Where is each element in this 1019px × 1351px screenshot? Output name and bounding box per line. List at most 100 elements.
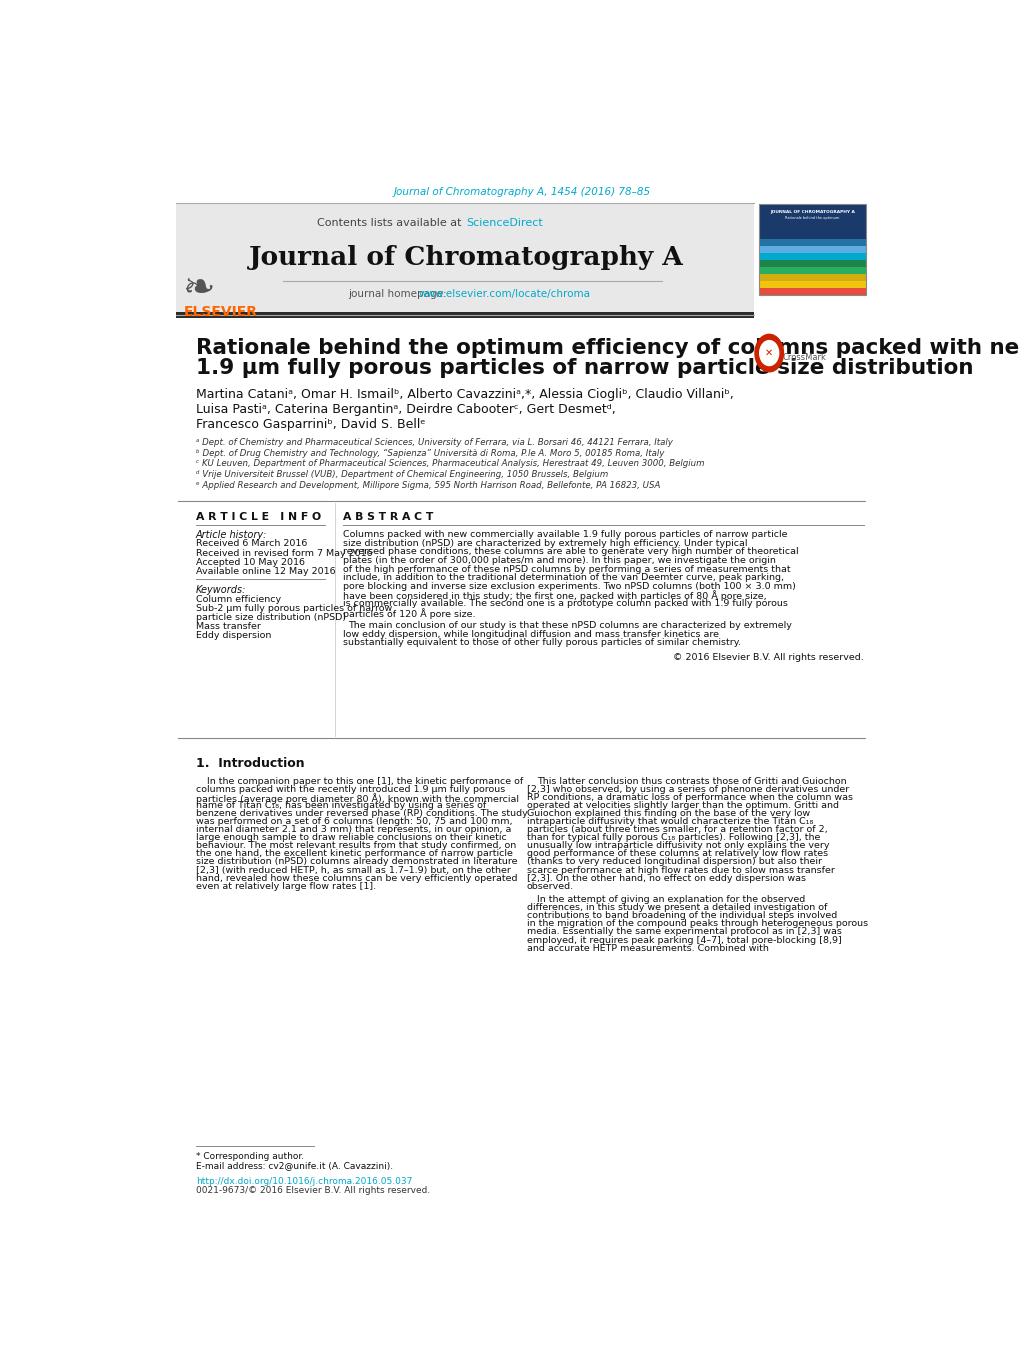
Text: A R T I C L E   I N F O: A R T I C L E I N F O — [196, 512, 321, 523]
Text: particles (about three times smaller, for a retention factor of 2,: particles (about three times smaller, fo… — [526, 825, 826, 834]
Text: ❧: ❧ — [183, 270, 216, 308]
Text: size distribution (nPSD) are characterized by extremely high efficiency. Under t: size distribution (nPSD) are characteriz… — [342, 539, 747, 547]
Text: ELSEVIER: ELSEVIER — [183, 304, 257, 319]
Text: This latter conclusion thus contrasts those of Gritti and Guiochon: This latter conclusion thus contrasts th… — [537, 777, 846, 785]
Bar — [758, 259, 865, 267]
Text: columns packed with the recently introduced 1.9 μm fully porous: columns packed with the recently introdu… — [196, 785, 504, 793]
Text: Article history:: Article history: — [196, 530, 267, 540]
Text: is commercially available. The second one is a prototype column packed with 1.9 : is commercially available. The second on… — [342, 600, 787, 608]
Text: http://dx.doi.org/10.1016/j.chroma.2016.05.037: http://dx.doi.org/10.1016/j.chroma.2016.… — [196, 1177, 412, 1186]
Text: In the attempt of giving an explanation for the observed: In the attempt of giving an explanation … — [537, 896, 805, 904]
Bar — [758, 253, 865, 259]
Text: observed.: observed. — [526, 882, 574, 890]
Text: differences, in this study we present a detailed investigation of: differences, in this study we present a … — [526, 904, 826, 912]
Bar — [758, 246, 865, 253]
Text: name of Titan C₁₈, has been investigated by using a series of: name of Titan C₁₈, has been investigated… — [196, 801, 485, 809]
Text: Accepted 10 May 2016: Accepted 10 May 2016 — [196, 558, 305, 567]
Text: hand, revealed how these columns can be very efficiently operated: hand, revealed how these columns can be … — [196, 874, 517, 882]
Text: low eddy dispersion, while longitudinal diffusion and mass transfer kinetics are: low eddy dispersion, while longitudinal … — [342, 630, 718, 639]
Text: substantially equivalent to those of other fully porous particles of similar che: substantially equivalent to those of oth… — [342, 638, 740, 647]
Text: and accurate HETP measurements. Combined with: and accurate HETP measurements. Combined… — [526, 943, 767, 952]
Text: large enough sample to draw reliable conclusions on their kinetic: large enough sample to draw reliable con… — [196, 834, 506, 842]
Text: of the high performance of these nPSD columns by performing a series of measurem: of the high performance of these nPSD co… — [342, 565, 790, 574]
Text: have been considered in this study; the first one, packed with particles of 80 Å: have been considered in this study; the … — [342, 590, 766, 601]
Text: include, in addition to the traditional determination of the van Deemter curve, : include, in addition to the traditional … — [342, 573, 784, 582]
Text: Keywords:: Keywords: — [196, 585, 246, 594]
Text: particles of 120 Å pore size.: particles of 120 Å pore size. — [342, 608, 475, 619]
Text: Received in revised form 7 May 2016: Received in revised form 7 May 2016 — [196, 549, 372, 558]
Text: unusually low intraparticle diffusivity not only explains the very: unusually low intraparticle diffusivity … — [526, 842, 828, 850]
Text: Available online 12 May 2016: Available online 12 May 2016 — [196, 567, 335, 576]
Circle shape — [754, 334, 783, 372]
Text: [2,3]. On the other hand, no effect on eddy dispersion was: [2,3]. On the other hand, no effect on e… — [526, 874, 805, 882]
Text: [2,3] (with reduced HETP, h, as small as 1.7–1.9) but, on the other: [2,3] (with reduced HETP, h, as small as… — [196, 866, 511, 874]
Text: the one hand, the excellent kinetic performance of narrow particle: the one hand, the excellent kinetic perf… — [196, 850, 513, 858]
Text: in the migration of the compound peaks through heterogeneous porous: in the migration of the compound peaks t… — [526, 920, 867, 928]
Bar — [758, 204, 865, 211]
Text: intraparticle diffusivity that would characterize the Titan C₁₈: intraparticle diffusivity that would cha… — [526, 817, 812, 825]
Text: even at relatively large flow rates [1].: even at relatively large flow rates [1]. — [196, 882, 375, 890]
Text: Rationale behind the optimum: Rationale behind the optimum — [785, 216, 839, 220]
Text: Eddy dispersion: Eddy dispersion — [196, 631, 271, 640]
Text: © 2016 Elsevier B.V. All rights reserved.: © 2016 Elsevier B.V. All rights reserved… — [673, 653, 863, 662]
Circle shape — [759, 340, 777, 366]
Bar — [758, 204, 865, 295]
Text: good performance of these columns at relatively low flow rates: good performance of these columns at rel… — [526, 850, 827, 858]
Text: * Corresponding author.: * Corresponding author. — [196, 1151, 304, 1161]
Text: scarce performance at high flow rates due to slow mass transfer: scarce performance at high flow rates du… — [526, 866, 834, 874]
Text: [2,3] who observed, by using a series of phenone derivatives under: [2,3] who observed, by using a series of… — [526, 785, 848, 793]
Text: 1.  Introduction: 1. Introduction — [196, 757, 304, 770]
Text: Mass transfer: Mass transfer — [196, 621, 260, 631]
Bar — [758, 281, 865, 288]
Text: Received 6 March 2016: Received 6 March 2016 — [196, 539, 307, 549]
Bar — [176, 312, 753, 317]
Text: plates (in the order of 300,000 plates/m and more). In this paper, we investigat: plates (in the order of 300,000 plates/m… — [342, 557, 775, 565]
Text: Columns packed with new commercially available 1.9 fully porous particles of nar: Columns packed with new commercially ava… — [342, 530, 787, 539]
Text: ✕: ✕ — [764, 349, 772, 358]
Text: Journal of Chromatography A, 1454 (2016) 78–85: Journal of Chromatography A, 1454 (2016)… — [393, 186, 651, 197]
Text: was performed on a set of 6 columns (length: 50, 75 and 100 mm,: was performed on a set of 6 columns (len… — [196, 817, 512, 825]
Text: RP conditions, a dramatic loss of performance when the column was: RP conditions, a dramatic loss of perfor… — [526, 793, 852, 801]
Text: Francesco Gasparriniᵇ, David S. Bellᵉ: Francesco Gasparriniᵇ, David S. Bellᵉ — [196, 417, 425, 431]
Bar — [758, 239, 865, 246]
Text: employed, it requires peak parking [4–7], total pore-blocking [8,9]: employed, it requires peak parking [4–7]… — [526, 936, 841, 944]
Text: media. Essentially the same experimental protocol as in [2,3] was: media. Essentially the same experimental… — [526, 928, 841, 936]
Text: E-mail address: cv2@unife.it (A. Cavazzini).: E-mail address: cv2@unife.it (A. Cavazzi… — [196, 1161, 392, 1170]
Text: The main conclusion of our study is that these nPSD columns are characterized by: The main conclusion of our study is that… — [347, 621, 791, 630]
Text: In the companion paper to this one [1], the kinetic performance of: In the companion paper to this one [1], … — [206, 777, 523, 785]
Bar — [758, 274, 865, 281]
Text: Rationale behind the optimum efficiency of columns packed with new: Rationale behind the optimum efficiency … — [196, 338, 1019, 358]
Text: Luisa Pastiᵃ, Caterina Bergantinᵃ, Deirdre Cabooterᶜ, Gert Desmetᵈ,: Luisa Pastiᵃ, Caterina Bergantinᵃ, Deird… — [196, 403, 614, 416]
Text: CrossMark: CrossMark — [782, 353, 825, 362]
Text: A B S T R A C T: A B S T R A C T — [342, 512, 433, 523]
Bar — [758, 267, 865, 274]
Text: Guiochon explained this finding on the base of the very low: Guiochon explained this finding on the b… — [526, 809, 809, 817]
Text: particles (average pore diameter 80 Å), known with the commercial: particles (average pore diameter 80 Å), … — [196, 793, 519, 804]
Bar — [758, 219, 865, 226]
Text: www.elsevier.com/locate/chroma: www.elsevier.com/locate/chroma — [419, 289, 590, 299]
Text: 0021-9673/© 2016 Elsevier B.V. All rights reserved.: 0021-9673/© 2016 Elsevier B.V. All right… — [196, 1186, 430, 1196]
Text: Column efficiency: Column efficiency — [196, 594, 280, 604]
Text: size distribution (nPSD) columns already demonstrated in literature: size distribution (nPSD) columns already… — [196, 858, 517, 866]
Bar — [758, 232, 865, 239]
Text: ᵈ Vrije Universiteit Brussel (VUB), Department of Chemical Engineering, 1050 Bru: ᵈ Vrije Universiteit Brussel (VUB), Depa… — [196, 470, 607, 480]
Text: operated at velocities slightly larger than the optimum. Gritti and: operated at velocities slightly larger t… — [526, 801, 838, 809]
Text: reversed phase conditions, these columns are able to generate very high number o: reversed phase conditions, these columns… — [342, 547, 798, 557]
Text: benzene derivatives under reversed phase (RP) conditions. The study: benzene derivatives under reversed phase… — [196, 809, 527, 817]
Text: internal diameter 2.1 and 3 mm) that represents, in our opinion, a: internal diameter 2.1 and 3 mm) that rep… — [196, 825, 511, 834]
Text: ᵃ Dept. of Chemistry and Pharmaceutical Sciences, University of Ferrara, via L. : ᵃ Dept. of Chemistry and Pharmaceutical … — [196, 438, 672, 447]
Text: than for typical fully porous C₁₈ particles). Following [2,3], the: than for typical fully porous C₁₈ partic… — [526, 834, 819, 842]
Text: particle size distribution (nPSD): particle size distribution (nPSD) — [196, 612, 345, 621]
Bar — [758, 288, 865, 295]
Text: journal homepage:: journal homepage: — [348, 289, 449, 299]
Bar — [758, 226, 865, 232]
Text: pore blocking and inverse size exclusion experiments. Two nPSD columns (both 100: pore blocking and inverse size exclusion… — [342, 582, 795, 590]
Text: JOURNAL OF CHROMATOGRAPHY A: JOURNAL OF CHROMATOGRAPHY A — [769, 209, 854, 213]
Bar — [758, 211, 865, 219]
Text: ᵉ Applied Research and Development, Millipore Sigma, 595 North Harrison Road, Be: ᵉ Applied Research and Development, Mill… — [196, 481, 659, 490]
Bar — [176, 203, 753, 315]
Text: ScienceDirect: ScienceDirect — [466, 218, 542, 227]
Text: Martina Cataniᵃ, Omar H. Ismailᵇ, Alberto Cavazziniᵃ,*, Alessia Ciogliᵇ, Claudio: Martina Cataniᵃ, Omar H. Ismailᵇ, Albert… — [196, 389, 733, 401]
Text: (thanks to very reduced longitudinal dispersion) but also their: (thanks to very reduced longitudinal dis… — [526, 858, 821, 866]
Text: behaviour. The most relevant results from that study confirmed, on: behaviour. The most relevant results fro… — [196, 842, 516, 850]
